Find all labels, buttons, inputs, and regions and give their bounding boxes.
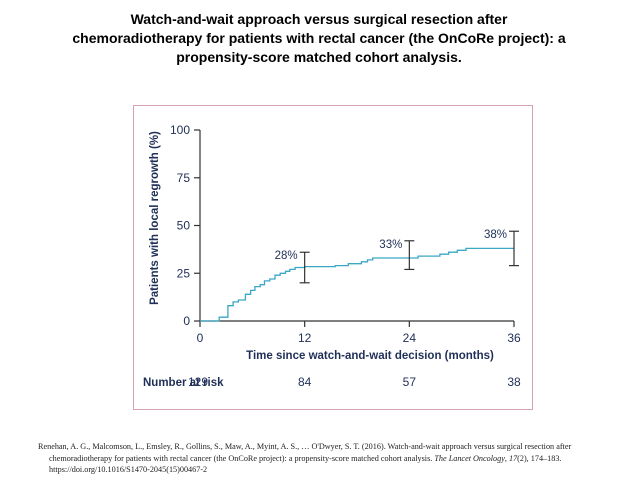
citation-text: chemoradiotherapy for patients with rect… bbox=[49, 453, 435, 463]
citation-issue-pages: (2), 174–183. bbox=[517, 453, 562, 463]
data-label: 33% bbox=[379, 239, 402, 251]
number-at-risk-label: Number at risk bbox=[143, 377, 224, 389]
y-tick-label: 75 bbox=[177, 171, 191, 185]
slide-title: Watch-and-wait approach versus surgical … bbox=[20, 10, 618, 67]
number-at-risk-value: 84 bbox=[298, 375, 312, 389]
error-bars: 28% 33% 38% bbox=[275, 229, 519, 284]
citation-journal: The Lancet Oncology bbox=[434, 453, 505, 463]
y-tick-label: 100 bbox=[170, 123, 190, 137]
x-tick-label: 12 bbox=[298, 331, 312, 345]
x-tick-label: 24 bbox=[403, 331, 417, 345]
y-tick-label: 50 bbox=[177, 219, 191, 233]
title-line-2: chemoradiotherapy for patients with rect… bbox=[72, 30, 566, 46]
x-tick-label: 0 bbox=[197, 331, 204, 345]
citation: Renehan, A. G., Malcomson, L., Emsley, R… bbox=[38, 441, 608, 476]
citation-separator: , bbox=[504, 453, 509, 463]
number-at-risk-value: 38 bbox=[507, 375, 521, 389]
citation-line-2: chemoradiotherapy for patients with rect… bbox=[38, 453, 608, 465]
title-line-3: propensity-score matched cohort analysis… bbox=[176, 49, 462, 65]
number-at-risk-value: 129 bbox=[188, 375, 208, 389]
figure-frame bbox=[133, 105, 533, 410]
x-axis: 0 12 24 36 bbox=[197, 320, 521, 345]
citation-volume: 17 bbox=[508, 453, 518, 463]
y-tick-label: 25 bbox=[177, 266, 191, 280]
y-axis: 0 25 50 75 100 bbox=[170, 123, 201, 328]
number-at-risk-value: 57 bbox=[403, 375, 417, 389]
number-at-risk-row: 129 84 57 38 bbox=[188, 375, 521, 389]
series-group bbox=[200, 247, 514, 322]
citation-doi: https://doi.org/10.1016/S1470-2045(15)00… bbox=[49, 465, 208, 474]
citation-line-1: Renehan, A. G., Malcomson, L., Emsley, R… bbox=[38, 442, 572, 451]
x-tick-label: 36 bbox=[507, 331, 521, 345]
series-line bbox=[200, 247, 514, 322]
x-axis-label: Time since watch-and-wait decision (mont… bbox=[246, 350, 494, 362]
y-axis-label: Patients with local regrowth (%) bbox=[149, 131, 161, 305]
data-label: 28% bbox=[275, 250, 298, 262]
data-label: 38% bbox=[484, 229, 507, 241]
title-line-1: Watch-and-wait approach versus surgical … bbox=[130, 11, 508, 27]
y-tick-label: 0 bbox=[183, 314, 190, 328]
